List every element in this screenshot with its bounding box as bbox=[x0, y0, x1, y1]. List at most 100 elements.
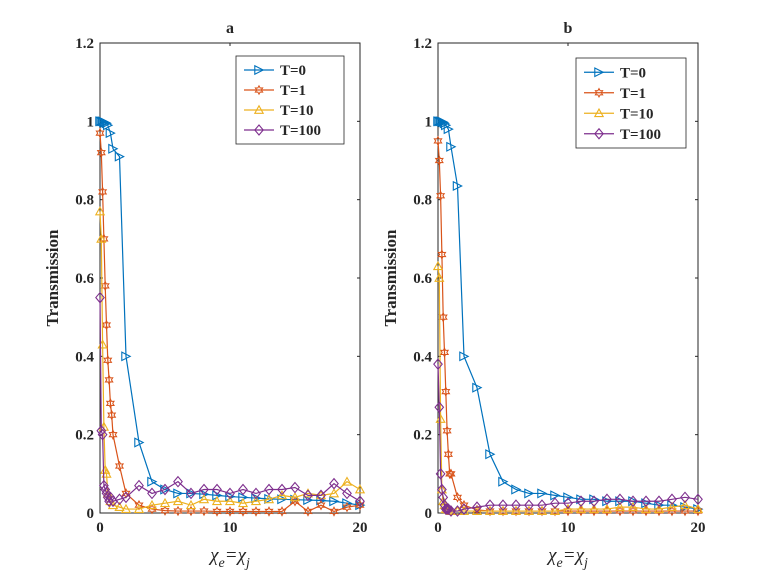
y-tick-label: 0.8 bbox=[413, 193, 432, 209]
data-point bbox=[98, 186, 108, 198]
data-point bbox=[485, 499, 495, 512]
data-point bbox=[199, 489, 210, 500]
data-point bbox=[251, 506, 261, 517]
data-point bbox=[615, 493, 625, 506]
data-point bbox=[446, 141, 457, 152]
data-point bbox=[133, 503, 145, 513]
data-point bbox=[628, 495, 638, 508]
data-point bbox=[355, 495, 365, 508]
data-point bbox=[550, 505, 560, 517]
data-point bbox=[146, 499, 158, 510]
data-point bbox=[160, 483, 170, 496]
data-point bbox=[342, 501, 352, 513]
data-point bbox=[134, 479, 144, 492]
data-point bbox=[511, 484, 522, 495]
data-point bbox=[443, 124, 454, 135]
legend-marker bbox=[254, 84, 264, 96]
data-point bbox=[498, 505, 508, 517]
legend-label: T=0 bbox=[620, 65, 646, 81]
legend-box bbox=[235, 55, 345, 145]
data-point bbox=[101, 118, 112, 129]
data-point bbox=[95, 127, 105, 139]
y-tick-label: 0.6 bbox=[75, 271, 94, 287]
data-point bbox=[329, 506, 339, 517]
data-point bbox=[225, 506, 235, 517]
data-point bbox=[537, 488, 548, 499]
data-point bbox=[101, 468, 112, 478]
data-point bbox=[108, 143, 119, 154]
y-tick-label: 1 bbox=[425, 114, 433, 130]
data-point bbox=[354, 484, 366, 494]
data-point bbox=[511, 499, 521, 512]
data-point bbox=[96, 147, 106, 158]
data-point bbox=[523, 505, 535, 515]
data-point bbox=[355, 500, 366, 511]
data-point bbox=[654, 495, 664, 508]
data-point bbox=[692, 503, 704, 513]
legend-label: T=0 bbox=[280, 63, 306, 79]
data-point bbox=[96, 233, 107, 243]
data-point bbox=[225, 487, 235, 500]
data-point bbox=[238, 506, 248, 517]
data-point bbox=[212, 506, 222, 517]
data-point bbox=[104, 495, 115, 508]
data-point bbox=[97, 428, 108, 441]
data-point bbox=[627, 501, 639, 512]
data-point bbox=[303, 506, 313, 517]
legend-marker bbox=[593, 107, 605, 118]
legend-marker bbox=[253, 104, 265, 114]
data-point bbox=[446, 505, 456, 517]
chart-title: a bbox=[226, 20, 234, 37]
x-tick-label: 0 bbox=[96, 520, 104, 536]
data-point bbox=[433, 358, 443, 371]
data-point bbox=[159, 497, 171, 508]
data-point bbox=[550, 497, 560, 510]
data-point bbox=[693, 493, 703, 506]
legend-marker bbox=[594, 67, 605, 78]
data-point bbox=[277, 506, 287, 517]
data-point bbox=[433, 135, 443, 147]
data-point bbox=[498, 476, 509, 487]
data-point bbox=[114, 151, 125, 162]
data-point bbox=[264, 483, 274, 496]
x-axis-label: χe=χj bbox=[208, 545, 250, 571]
series-line bbox=[437, 140, 698, 512]
legend-marker bbox=[254, 124, 264, 136]
data-point bbox=[452, 180, 463, 192]
data-point bbox=[103, 120, 114, 131]
data-point bbox=[289, 492, 301, 502]
data-point bbox=[446, 468, 456, 480]
data-point bbox=[277, 494, 288, 505]
x-tick-label: 10 bbox=[561, 520, 576, 536]
legend-marker bbox=[594, 127, 604, 140]
data-point bbox=[510, 505, 522, 515]
data-point bbox=[693, 505, 703, 517]
data-point bbox=[121, 351, 132, 362]
data-point bbox=[679, 499, 691, 510]
data-point bbox=[434, 272, 445, 282]
data-point bbox=[237, 497, 249, 508]
y-tick-label: 1.2 bbox=[413, 36, 432, 52]
data-point bbox=[342, 487, 352, 500]
data-point bbox=[172, 495, 184, 506]
series-T=10 bbox=[94, 206, 366, 513]
x-tick-label: 20 bbox=[353, 520, 368, 536]
y-tick-label: 1.2 bbox=[75, 36, 94, 52]
data-point bbox=[601, 503, 613, 513]
data-point bbox=[264, 506, 274, 517]
data-point bbox=[602, 493, 612, 506]
data-point bbox=[443, 503, 454, 515]
data-point bbox=[104, 374, 114, 386]
data-point bbox=[121, 491, 131, 504]
data-point bbox=[614, 501, 626, 512]
data-point bbox=[511, 505, 521, 517]
legend-label: T=1 bbox=[620, 86, 646, 102]
x-tick-label: 20 bbox=[691, 520, 706, 536]
data-point bbox=[640, 503, 652, 513]
data-point bbox=[224, 495, 236, 506]
legend-marker bbox=[254, 64, 265, 76]
data-point bbox=[589, 495, 599, 508]
data-point bbox=[342, 498, 353, 509]
data-point bbox=[434, 401, 445, 414]
data-point bbox=[355, 499, 365, 511]
